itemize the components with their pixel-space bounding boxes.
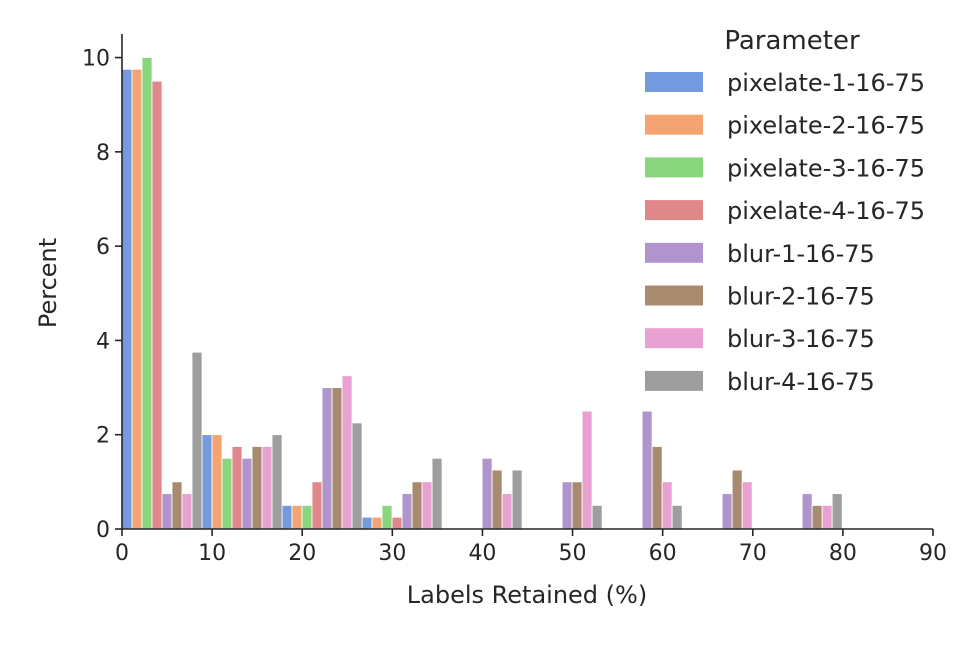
y-axis-title: Percent (34, 238, 62, 328)
x-tick-label: 20 (288, 541, 316, 566)
bar-pixelate-2-16-75-bin-2 (291, 505, 303, 530)
bar-pixelate-4-16-75-bin-1 (231, 446, 243, 530)
bar-blur-1-16-75-bin-8 (801, 493, 813, 530)
legend-label-blur-3-16-75: blur-3-16-75 (727, 325, 875, 353)
bar-blur-2-16-75-bin-3 (411, 481, 423, 530)
bars-group (121, 57, 843, 530)
x-axis-title: Labels Retained (%) (407, 581, 647, 609)
bar-blur-2-16-75-bin-4 (491, 469, 503, 530)
bar-blur-3-16-75-bin-2 (341, 375, 353, 530)
bar-blur-4-16-75-bin-8 (831, 493, 843, 530)
legend-title: Parameter (724, 26, 860, 56)
bar-pixelate-3-16-75-bin-0 (141, 57, 153, 530)
bar-blur-3-16-75-bin-4 (501, 493, 513, 530)
x-tick-label: 0 (115, 541, 129, 566)
legend-swatch-pixelate-2-16-75 (645, 114, 703, 135)
bar-blur-2-16-75-bin-8 (811, 505, 823, 530)
legend-swatch-blur-4-16-75 (645, 370, 703, 391)
bar-blur-1-16-75-bin-2 (321, 387, 333, 530)
x-tick-label: 80 (829, 541, 857, 566)
bar-blur-1-16-75-bin-6 (641, 410, 653, 530)
bar-blur-4-16-75-bin-6 (671, 505, 683, 530)
bar-pixelate-3-16-75-bin-3 (381, 505, 393, 530)
legend-label-blur-2-16-75: blur-2-16-75 (727, 283, 875, 311)
x-tick-label: 60 (649, 541, 677, 566)
legend-swatch-pixelate-4-16-75 (645, 200, 703, 221)
bar-blur-4-16-75-bin-2 (351, 422, 363, 530)
bar-blur-1-16-75-bin-5 (561, 481, 573, 530)
bar-pixelate-1-16-75-bin-2 (281, 505, 293, 530)
bar-blur-4-16-75-bin-1 (271, 434, 283, 530)
bar-blur-2-16-75-bin-7 (731, 469, 743, 530)
bar-pixelate-4-16-75-bin-3 (391, 516, 403, 530)
bar-blur-4-16-75-bin-0 (191, 351, 203, 530)
legend-label-pixelate-3-16-75: pixelate-3-16-75 (727, 154, 925, 182)
legend-swatch-pixelate-3-16-75 (645, 157, 703, 178)
y-tick-label: 4 (96, 329, 110, 354)
legend-label-pixelate-1-16-75: pixelate-1-16-75 (727, 69, 925, 97)
bar-blur-1-16-75-bin-7 (721, 493, 733, 530)
y-tick-label: 6 (96, 235, 110, 260)
bar-pixelate-3-16-75-bin-1 (221, 457, 233, 530)
y-tick-label: 8 (96, 141, 110, 166)
bar-blur-4-16-75-bin-3 (431, 457, 443, 530)
bar-pixelate-3-16-75-bin-2 (301, 505, 313, 530)
legend-swatch-pixelate-1-16-75 (645, 72, 703, 92)
bar-pixelate-2-16-75-bin-0 (131, 68, 143, 530)
legend-label-pixelate-2-16-75: pixelate-2-16-75 (727, 112, 925, 140)
bar-pixelate-4-16-75-bin-0 (151, 80, 163, 530)
bar-blur-2-16-75-bin-5 (571, 481, 583, 530)
bar-blur-1-16-75-bin-3 (401, 493, 413, 530)
y-tick-label: 0 (96, 518, 110, 543)
bar-pixelate-1-16-75-bin-0 (121, 68, 133, 530)
bar-blur-2-16-75-bin-1 (251, 446, 263, 530)
y-tick-label: 2 (96, 424, 110, 449)
bar-blur-3-16-75-bin-8 (821, 505, 833, 530)
x-tick-label: 90 (919, 541, 947, 566)
x-tick-label: 70 (739, 541, 767, 566)
bar-pixelate-1-16-75-bin-3 (361, 516, 373, 530)
y-tick-label: 10 (82, 47, 110, 72)
bar-blur-2-16-75-bin-6 (651, 446, 663, 530)
bar-blur-3-16-75-bin-5 (581, 410, 593, 530)
x-tick-label: 50 (559, 541, 587, 566)
legend-label-pixelate-4-16-75: pixelate-4-16-75 (727, 197, 925, 225)
y-ticks: 0 2 4 6 8 10 (82, 47, 122, 543)
bar-blur-3-16-75-bin-0 (181, 493, 193, 530)
x-tick-label: 10 (198, 541, 226, 566)
bar-pixelate-2-16-75-bin-3 (371, 516, 383, 530)
legend-swatch-blur-2-16-75 (645, 285, 703, 306)
legend-label-blur-4-16-75: blur-4-16-75 (727, 368, 875, 396)
legend-label-blur-1-16-75: blur-1-16-75 (727, 240, 875, 268)
x-tick-label: 40 (468, 541, 496, 566)
legend: Parameter pixelate-1-16-75 pixelate-2-16-… (645, 26, 925, 396)
bar-blur-1-16-75-bin-4 (481, 457, 493, 530)
x-ticks: 0 10 20 30 40 50 60 70 80 90 (115, 529, 947, 566)
bar-blur-1-16-75-bin-1 (241, 457, 253, 530)
bar-pixelate-1-16-75-bin-1 (201, 434, 213, 530)
bar-blur-3-16-75-bin-7 (741, 481, 753, 530)
bar-blur-1-16-75-bin-0 (161, 493, 173, 530)
bar-blur-3-16-75-bin-3 (421, 481, 433, 530)
bar-pixelate-2-16-75-bin-1 (211, 434, 223, 530)
bar-blur-4-16-75-bin-4 (511, 469, 523, 530)
legend-swatch-blur-3-16-75 (645, 328, 703, 349)
legend-swatch-blur-1-16-75 (645, 242, 703, 263)
bar-blur-2-16-75-bin-0 (171, 481, 183, 530)
bar-blur-3-16-75-bin-1 (261, 446, 273, 530)
bar-pixelate-4-16-75-bin-2 (311, 481, 323, 530)
bar-blur-2-16-75-bin-2 (331, 387, 343, 530)
bar-blur-3-16-75-bin-6 (661, 481, 673, 530)
bar-blur-4-16-75-bin-5 (591, 505, 603, 530)
x-tick-label: 30 (378, 541, 406, 566)
